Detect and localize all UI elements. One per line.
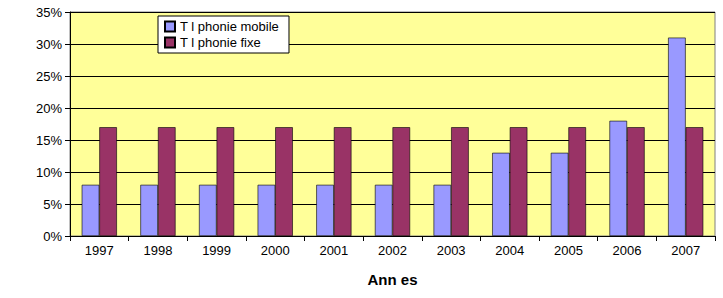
svg-text:30%: 30%: [36, 37, 62, 52]
svg-text:2001: 2001: [319, 243, 348, 258]
svg-text:2006: 2006: [613, 243, 642, 258]
svg-text:5%: 5%: [43, 197, 62, 212]
svg-text:10%: 10%: [36, 165, 62, 180]
svg-text:15%: 15%: [36, 133, 62, 148]
svg-text:2007: 2007: [671, 243, 700, 258]
svg-text:2004: 2004: [495, 243, 524, 258]
svg-text:2005: 2005: [554, 243, 583, 258]
svg-text:1997: 1997: [85, 243, 114, 258]
svg-text:1999: 1999: [202, 243, 231, 258]
svg-text:Ann es: Ann es: [367, 271, 417, 288]
svg-text:1998: 1998: [143, 243, 172, 258]
svg-text:2003: 2003: [437, 243, 466, 258]
svg-text:2002: 2002: [378, 243, 407, 258]
svg-text:2000: 2000: [261, 243, 290, 258]
svg-text:T l phonie mobile: T l phonie mobile: [180, 19, 279, 34]
svg-text:0%: 0%: [43, 229, 62, 244]
svg-text:20%: 20%: [36, 101, 62, 116]
svg-text:35%: 35%: [36, 5, 62, 20]
svg-text:T l phonie fixe: T l phonie fixe: [180, 35, 261, 50]
svg-text:25%: 25%: [36, 69, 62, 84]
